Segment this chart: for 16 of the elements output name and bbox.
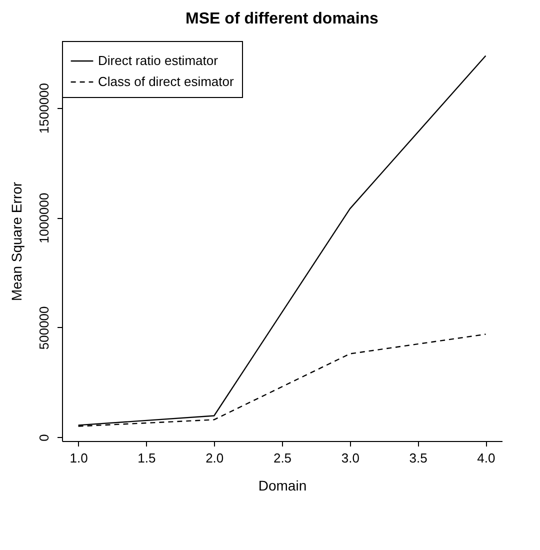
x-axis-title: Domain <box>258 478 307 494</box>
chart-title: MSE of different domains <box>186 10 379 28</box>
x-tick-label: 3.5 <box>409 450 428 466</box>
x-tick-label: 2.0 <box>206 450 224 466</box>
legend-label: Class of direct esimator <box>98 74 234 89</box>
x-tick-label: 4.0 <box>477 450 496 466</box>
y-axis-title: Mean Square Error <box>8 182 24 302</box>
y-tick-label: 500000 <box>36 306 52 350</box>
x-tick-label: 1.5 <box>138 450 156 466</box>
legend-label: Direct ratio estimator <box>98 53 219 68</box>
x-tick-label: 1.0 <box>70 450 88 466</box>
y-tick-label: 1500000 <box>36 82 52 134</box>
x-tick-label: 2.5 <box>273 450 292 466</box>
y-tick-label: 0 <box>36 434 52 442</box>
x-tick-label: 3.0 <box>341 450 360 466</box>
y-tick-label: 1000000 <box>36 192 52 244</box>
